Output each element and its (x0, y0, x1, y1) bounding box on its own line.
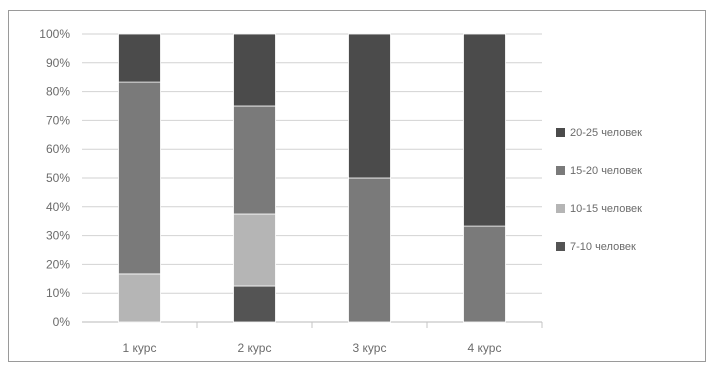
bar-segment (118, 33, 161, 83)
legend-label: 20-25 человек (570, 127, 642, 139)
y-tick-label: 40% (46, 200, 70, 214)
x-tick-label: 1 курс (123, 341, 157, 355)
y-tick-label: 0% (53, 315, 71, 329)
legend-swatch (556, 204, 565, 213)
bar-segment (463, 33, 506, 227)
y-tick-label: 100% (39, 27, 70, 41)
y-tick-label: 80% (46, 85, 70, 99)
y-tick-label: 30% (46, 229, 70, 243)
bar-segment (233, 105, 276, 215)
legend-label: 15-20 человек (570, 165, 642, 177)
x-tick-label: 2 курс (238, 341, 272, 355)
x-tick-label: 3 курс (353, 341, 387, 355)
x-tick-label: 4 курс (468, 341, 502, 355)
legend-swatch (556, 166, 565, 175)
bar-segment (463, 225, 506, 323)
y-tick-label: 70% (46, 113, 70, 127)
y-tick-label: 50% (46, 171, 70, 185)
bar-segment (233, 213, 276, 287)
bar-segment (233, 285, 276, 323)
y-tick-label: 60% (46, 142, 70, 156)
y-tick-label: 20% (46, 257, 70, 271)
legend-label: 10-15 человек (570, 203, 642, 215)
bar-segment (118, 81, 161, 275)
legend-swatch (556, 128, 565, 137)
legend-label: 7-10 человек (570, 241, 636, 253)
bar-segment (118, 273, 161, 323)
bar-segment (348, 177, 391, 323)
legend-swatch (556, 242, 565, 251)
bar-segment (233, 33, 276, 107)
y-tick-label: 10% (46, 286, 70, 300)
y-tick-label: 90% (46, 56, 70, 70)
bar-segment (348, 33, 391, 179)
